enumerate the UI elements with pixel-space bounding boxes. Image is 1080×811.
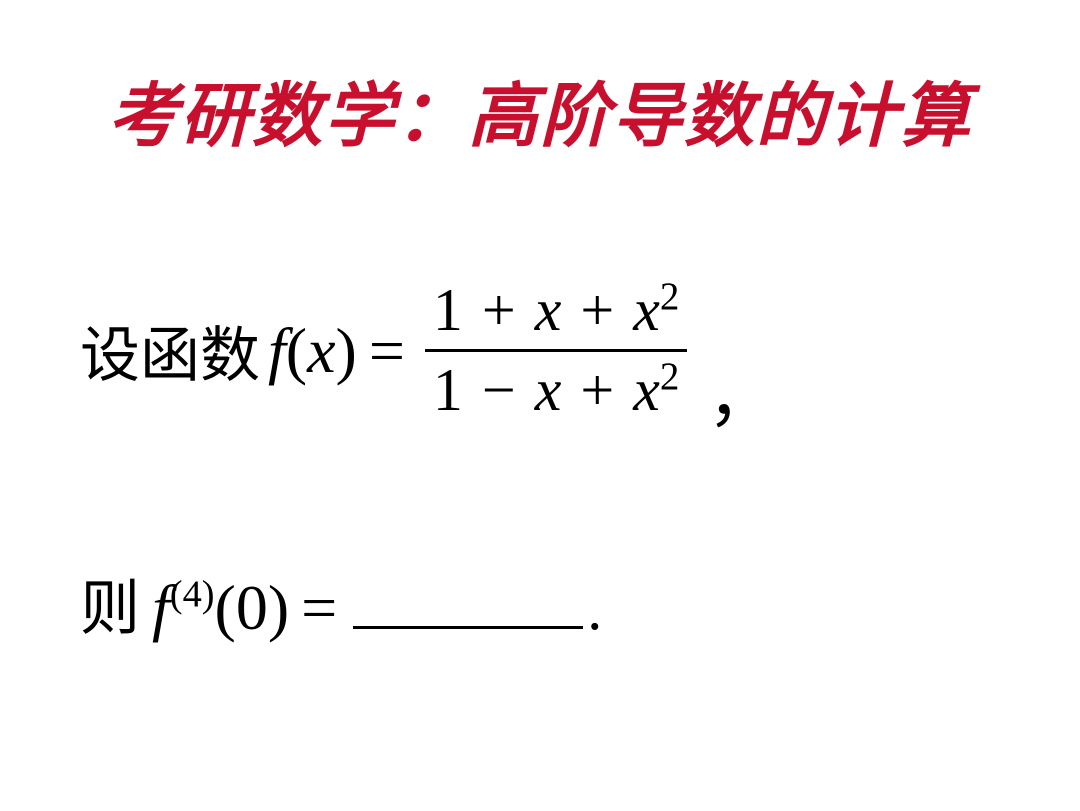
num-term1: 1 xyxy=(433,277,463,343)
function-name: f xyxy=(268,315,286,386)
denominator: 1 − x + x2 xyxy=(425,356,687,425)
page-title: 考研数学：高阶导数的计算 xyxy=(50,60,1030,161)
answer-blank xyxy=(353,626,583,629)
comma: ， xyxy=(707,341,775,440)
den-op1: − xyxy=(482,357,516,423)
problem-statement: 设函数 f(x) = 1 + x + x2 1 − x + x2 ， xyxy=(80,261,1030,440)
period: . xyxy=(587,575,602,644)
num-term2: x xyxy=(535,277,562,343)
problem-prefix: 设函数 xyxy=(80,307,260,394)
numerator: 1 + x + x2 xyxy=(425,276,687,345)
equals-sign-q: = xyxy=(301,571,337,645)
function-definition: f(x) xyxy=(268,314,357,388)
arg-value: (0) xyxy=(215,572,290,643)
function-arg: x xyxy=(307,315,335,386)
den-term3-exp: 2 xyxy=(660,355,680,398)
num-op2: + xyxy=(580,277,614,343)
fraction-bar xyxy=(425,349,687,352)
den-term2: x xyxy=(535,357,562,423)
function-name-q: f xyxy=(152,572,170,643)
num-term3-base: x xyxy=(633,277,660,343)
den-op2: + xyxy=(580,357,614,423)
fraction: 1 + x + x2 1 − x + x2 xyxy=(425,276,687,425)
derivative-order: (4) xyxy=(170,574,215,616)
num-op1: + xyxy=(482,277,516,343)
den-term1: 1 xyxy=(433,357,463,423)
equals-sign: = xyxy=(369,314,405,388)
den-term3-base: x xyxy=(633,357,660,423)
derivative-expression: f(4)(0) xyxy=(152,571,289,645)
question-line: 则 f(4)(0) = . xyxy=(80,560,1030,647)
question-prefix: 则 xyxy=(80,560,140,647)
num-term3-exp: 2 xyxy=(660,275,680,318)
